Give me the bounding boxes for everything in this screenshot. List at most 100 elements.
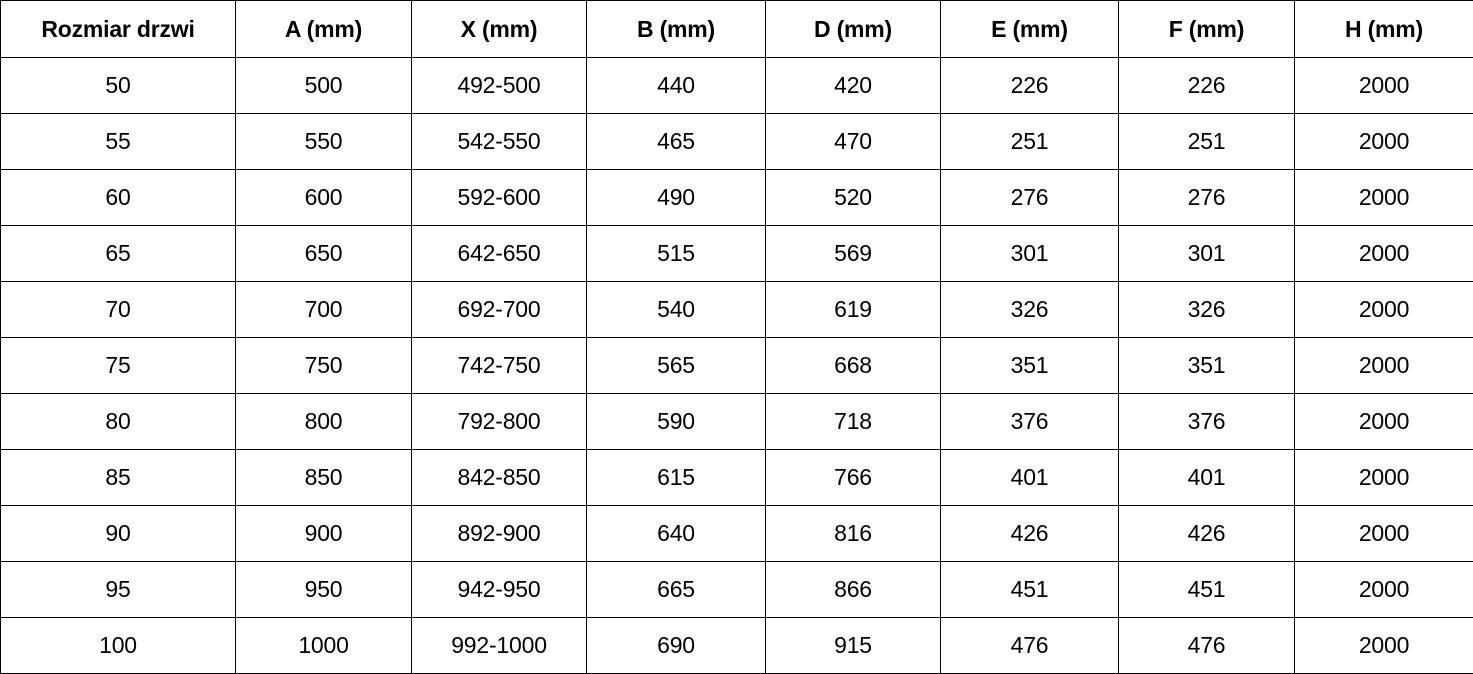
cell-size: 80 [1, 394, 236, 450]
cell-size: 85 [1, 450, 236, 506]
cell-f: 251 [1119, 114, 1295, 170]
cell-d: 619 [766, 282, 941, 338]
cell-b: 590 [587, 394, 766, 450]
cell-b: 565 [587, 338, 766, 394]
cell-e: 376 [941, 394, 1119, 450]
cell-h: 2000 [1295, 450, 1473, 506]
cell-h: 2000 [1295, 282, 1473, 338]
cell-x: 842-850 [412, 450, 587, 506]
cell-a: 950 [236, 562, 412, 618]
cell-b: 515 [587, 226, 766, 282]
cell-a: 850 [236, 450, 412, 506]
cell-b: 440 [587, 58, 766, 114]
cell-f: 326 [1119, 282, 1295, 338]
cell-d: 866 [766, 562, 941, 618]
cell-x: 492-500 [412, 58, 587, 114]
cell-x: 742-750 [412, 338, 587, 394]
column-header-f: F (mm) [1119, 1, 1295, 58]
cell-size: 55 [1, 114, 236, 170]
cell-d: 569 [766, 226, 941, 282]
cell-x: 792-800 [412, 394, 587, 450]
cell-h: 2000 [1295, 170, 1473, 226]
cell-d: 520 [766, 170, 941, 226]
cell-x: 542-550 [412, 114, 587, 170]
cell-e: 226 [941, 58, 1119, 114]
cell-x: 992-1000 [412, 618, 587, 674]
cell-e: 351 [941, 338, 1119, 394]
cell-size: 100 [1, 618, 236, 674]
column-header-e: E (mm) [941, 1, 1119, 58]
cell-d: 668 [766, 338, 941, 394]
cell-size: 75 [1, 338, 236, 394]
cell-b: 690 [587, 618, 766, 674]
cell-f: 226 [1119, 58, 1295, 114]
cell-size: 50 [1, 58, 236, 114]
cell-e: 301 [941, 226, 1119, 282]
cell-size: 65 [1, 226, 236, 282]
cell-d: 420 [766, 58, 941, 114]
cell-b: 615 [587, 450, 766, 506]
cell-h: 2000 [1295, 618, 1473, 674]
cell-f: 426 [1119, 506, 1295, 562]
column-header-x: X (mm) [412, 1, 587, 58]
cell-b: 665 [587, 562, 766, 618]
cell-a: 650 [236, 226, 412, 282]
cell-b: 540 [587, 282, 766, 338]
cell-b: 465 [587, 114, 766, 170]
cell-e: 276 [941, 170, 1119, 226]
cell-d: 915 [766, 618, 941, 674]
cell-x: 592-600 [412, 170, 587, 226]
cell-b: 490 [587, 170, 766, 226]
cell-h: 2000 [1295, 338, 1473, 394]
cell-b: 640 [587, 506, 766, 562]
cell-h: 2000 [1295, 506, 1473, 562]
cell-h: 2000 [1295, 562, 1473, 618]
cell-a: 1000 [236, 618, 412, 674]
column-header-b: B (mm) [587, 1, 766, 58]
cell-d: 718 [766, 394, 941, 450]
cell-d: 816 [766, 506, 941, 562]
cell-size: 90 [1, 506, 236, 562]
cell-f: 351 [1119, 338, 1295, 394]
cell-a: 700 [236, 282, 412, 338]
cell-f: 376 [1119, 394, 1295, 450]
cell-a: 800 [236, 394, 412, 450]
cell-h: 2000 [1295, 226, 1473, 282]
cell-f: 276 [1119, 170, 1295, 226]
cell-e: 451 [941, 562, 1119, 618]
column-header-a: A (mm) [236, 1, 412, 58]
cell-e: 251 [941, 114, 1119, 170]
cell-a: 600 [236, 170, 412, 226]
cell-x: 692-700 [412, 282, 587, 338]
cell-d: 470 [766, 114, 941, 170]
cell-f: 451 [1119, 562, 1295, 618]
cell-h: 2000 [1295, 394, 1473, 450]
cell-x: 892-900 [412, 506, 587, 562]
table-header-row: Rozmiar drzwi A (mm) X (mm) B (mm) D (mm… [1, 1, 1473, 58]
column-header-d: D (mm) [766, 1, 941, 58]
cell-e: 326 [941, 282, 1119, 338]
cell-f: 401 [1119, 450, 1295, 506]
column-header-size: Rozmiar drzwi [1, 1, 236, 58]
table-header: Rozmiar drzwi A (mm) X (mm) B (mm) D (mm… [1, 1, 1473, 58]
cell-size: 95 [1, 562, 236, 618]
column-header-h: H (mm) [1295, 1, 1473, 58]
cell-f: 301 [1119, 226, 1295, 282]
cell-x: 942-950 [412, 562, 587, 618]
cell-a: 750 [236, 338, 412, 394]
cell-size: 60 [1, 170, 236, 226]
cell-size: 70 [1, 282, 236, 338]
cell-x: 642-650 [412, 226, 587, 282]
cell-e: 476 [941, 618, 1119, 674]
cell-d: 766 [766, 450, 941, 506]
